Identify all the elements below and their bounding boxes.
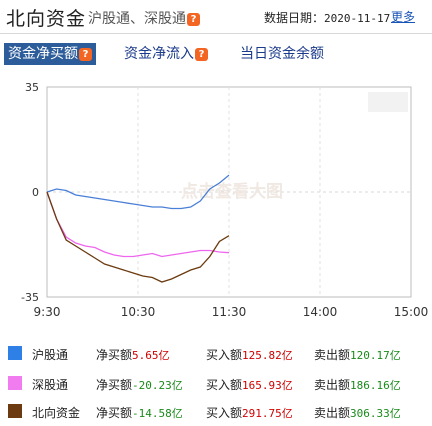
series-line-2[interactable]: [46, 191, 230, 283]
buy-value: 291.75亿: [242, 407, 293, 420]
series-line-0[interactable]: [46, 174, 230, 210]
header-divider: [0, 33, 432, 34]
page-title: 北向资金: [6, 8, 87, 30]
watermark-logo: [368, 92, 408, 112]
x-tick-label: 11:30: [212, 305, 247, 319]
buy-amount: 买入额291.75亿: [206, 404, 293, 421]
net-buy-value: -14.58亿: [132, 407, 183, 420]
legend-swatch: [8, 404, 22, 418]
net-buy: 净买额-20.23亿: [96, 376, 183, 393]
buy-label: 买入额: [206, 406, 243, 420]
buy-amount: 买入额125.82亿: [206, 346, 293, 363]
x-tick-label: 14:00: [303, 305, 338, 319]
x-tick-label: 10:30: [121, 305, 156, 319]
y-tick-label: 35: [25, 81, 39, 94]
tab-daily-balance-label: 当日资金余额: [240, 46, 324, 62]
sell-label: 卖出额: [314, 348, 351, 362]
sell-amount: 卖出额120.17亿: [314, 346, 401, 363]
sell-label: 卖出额: [314, 406, 351, 420]
help-icon[interactable]: ?: [195, 48, 208, 61]
sell-value: 306.33亿: [350, 407, 401, 420]
data-date-label: 数据日期：: [264, 11, 325, 25]
data-date: 数据日期：2020-11-17: [264, 9, 390, 26]
tab-net-buy[interactable]: 资金净买额?: [4, 43, 96, 65]
tab-net-inflow[interactable]: 资金净流入?: [124, 43, 208, 65]
net-buy-label: 净买额: [96, 348, 133, 362]
net-buy-value: -20.23亿: [132, 379, 183, 392]
legend-row-northbound: 北向资金 净买额-14.58亿 买入额291.75亿 卖出额306.33亿: [0, 398, 432, 424]
legend-swatch: [8, 376, 22, 390]
northbound-chart[interactable]: 点击查看大图 35 0 -35 9:30 10:30 11:30 14:00 15:00: [0, 70, 432, 330]
x-axis: 9:30 10:30 11:30 14:00 15:00: [34, 305, 429, 319]
tab-net-inflow-label: 资金净流入: [124, 46, 194, 62]
page-header: 北向资金 沪股通、深股通? 数据日期：2020-11-17 更多: [0, 0, 432, 34]
sell-value: 186.16亿: [350, 379, 401, 392]
x-tick-label: 9:30: [34, 305, 61, 319]
subtitle-text: 沪股通、深股通: [88, 11, 186, 27]
series-layer: [46, 174, 230, 283]
legend-name: 北向资金: [32, 406, 81, 420]
tab-daily-balance[interactable]: 当日资金余额: [240, 43, 324, 65]
data-date-value: 2020-11-17: [324, 12, 391, 25]
net-buy-value: 5.65亿: [132, 349, 170, 362]
chart-watermark[interactable]: 点击查看大图: [181, 181, 283, 202]
tab-bar: 资金净买额? 资金净流入? 当日资金余额: [0, 43, 432, 65]
y-tick-label: -35: [21, 291, 39, 304]
net-buy: 净买额-14.58亿: [96, 404, 183, 421]
buy-label: 买入额: [206, 348, 243, 362]
y-axis: 35 0 -35: [21, 81, 39, 304]
legend-name: 深股通: [32, 378, 69, 392]
buy-value: 125.82亿: [242, 349, 293, 362]
buy-amount: 买入额165.93亿: [206, 376, 293, 393]
page-subtitle: 沪股通、深股通?: [88, 8, 200, 28]
net-buy: 净买额5.65亿: [96, 346, 170, 363]
sell-amount: 卖出额306.33亿: [314, 404, 401, 421]
net-buy-label: 净买额: [96, 378, 133, 392]
net-buy-label: 净买额: [96, 406, 133, 420]
legend-swatch: [8, 346, 22, 360]
more-link[interactable]: 更多: [391, 10, 416, 24]
y-tick-label: 0: [32, 186, 39, 199]
legend-name: 沪股通: [32, 348, 69, 362]
buy-value: 165.93亿: [242, 379, 293, 392]
grid-lines: [47, 87, 411, 297]
help-icon[interactable]: ?: [79, 48, 92, 61]
buy-label: 买入额: [206, 378, 243, 392]
tab-net-buy-label: 资金净买额: [8, 46, 78, 62]
legend-row-shanghai: 沪股通 净买额5.65亿 买入额125.82亿 卖出额120.17亿: [0, 340, 432, 366]
sell-label: 卖出额: [314, 378, 351, 392]
x-tick-label: 15:00: [394, 305, 429, 319]
series-line-1[interactable]: [46, 191, 230, 258]
sell-amount: 卖出额186.16亿: [314, 376, 401, 393]
help-icon[interactable]: ?: [187, 13, 200, 26]
legend-row-shenzhen: 深股通 净买额-20.23亿 买入额165.93亿 卖出额186.16亿: [0, 370, 432, 396]
sell-value: 120.17亿: [350, 349, 401, 362]
